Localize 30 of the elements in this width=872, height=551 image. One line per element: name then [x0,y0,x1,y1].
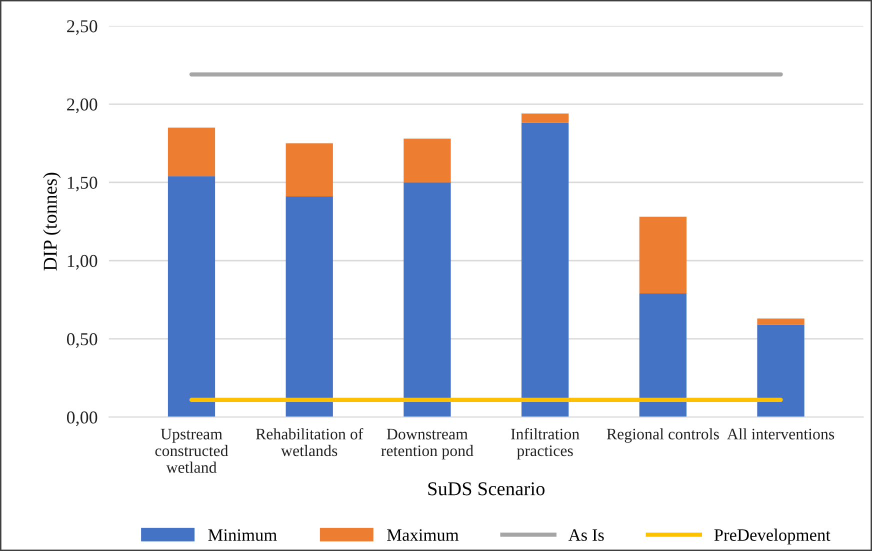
legend-label: As Is [568,529,604,541]
y-axis-title: DIP (tonnes) [43,172,61,271]
bar [521,114,569,123]
x-tick-label: Rehabilitation of wetlands [256,428,364,456]
legend-label: PreDevelopment [714,528,830,544]
bar [639,293,686,418]
x-axis-title: SuDS Scenario [428,482,545,496]
bar [639,216,686,294]
bar [286,143,333,196]
bar [404,182,451,418]
y-tick-label: 0,00 [66,411,98,426]
y-tick-label: 2,00 [67,98,98,114]
bar [757,318,804,325]
x-tick-label: All interventions [727,428,834,440]
bar [404,138,451,182]
y-tick-label: 2,50 [67,20,98,35]
y-tick-label: 1,00 [68,254,98,270]
x-tick-label: Downstream retention pond [381,428,474,460]
bar [168,176,216,418]
x-tick-label: Regional controls [606,428,719,443]
legend-label: Maximum [387,529,459,541]
bar [286,196,333,418]
y-tick-label: 1,50 [68,176,98,192]
legend-label: Minimum [208,529,277,541]
y-tick-label: 0,50 [66,333,98,348]
x-tick-label: Infiltration practices [511,428,580,460]
bar [757,324,804,418]
x-tick-label: Upstream constructed wetland [155,428,228,473]
bar [521,122,569,418]
bar [168,128,216,176]
